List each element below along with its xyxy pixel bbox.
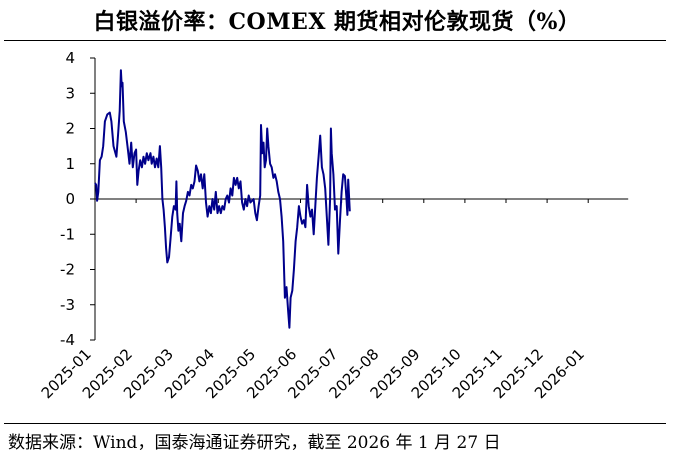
y-tick-label: 4: [65, 49, 75, 67]
y-tick-label: -4: [60, 331, 75, 349]
y-tick-label: -2: [60, 261, 75, 279]
premium-series-line: [94, 69, 351, 329]
source-note: 数据来源：Wind，国泰海通证券研究，截至 2026 年 1 月 27 日: [8, 433, 501, 453]
y-tick-label: -3: [60, 296, 75, 314]
y-tick-label: 3: [65, 84, 75, 102]
chart-title: 白银溢价率：COMEX 期货相对伦敦现货（%）: [93, 9, 581, 35]
y-tick-label: -1: [60, 225, 75, 243]
source-rule: [4, 423, 666, 424]
y-tick-label: 0: [65, 190, 75, 208]
title-rule: [4, 40, 666, 41]
y-tick-label: 2: [65, 120, 75, 138]
y-tick-label: 1: [65, 155, 75, 173]
